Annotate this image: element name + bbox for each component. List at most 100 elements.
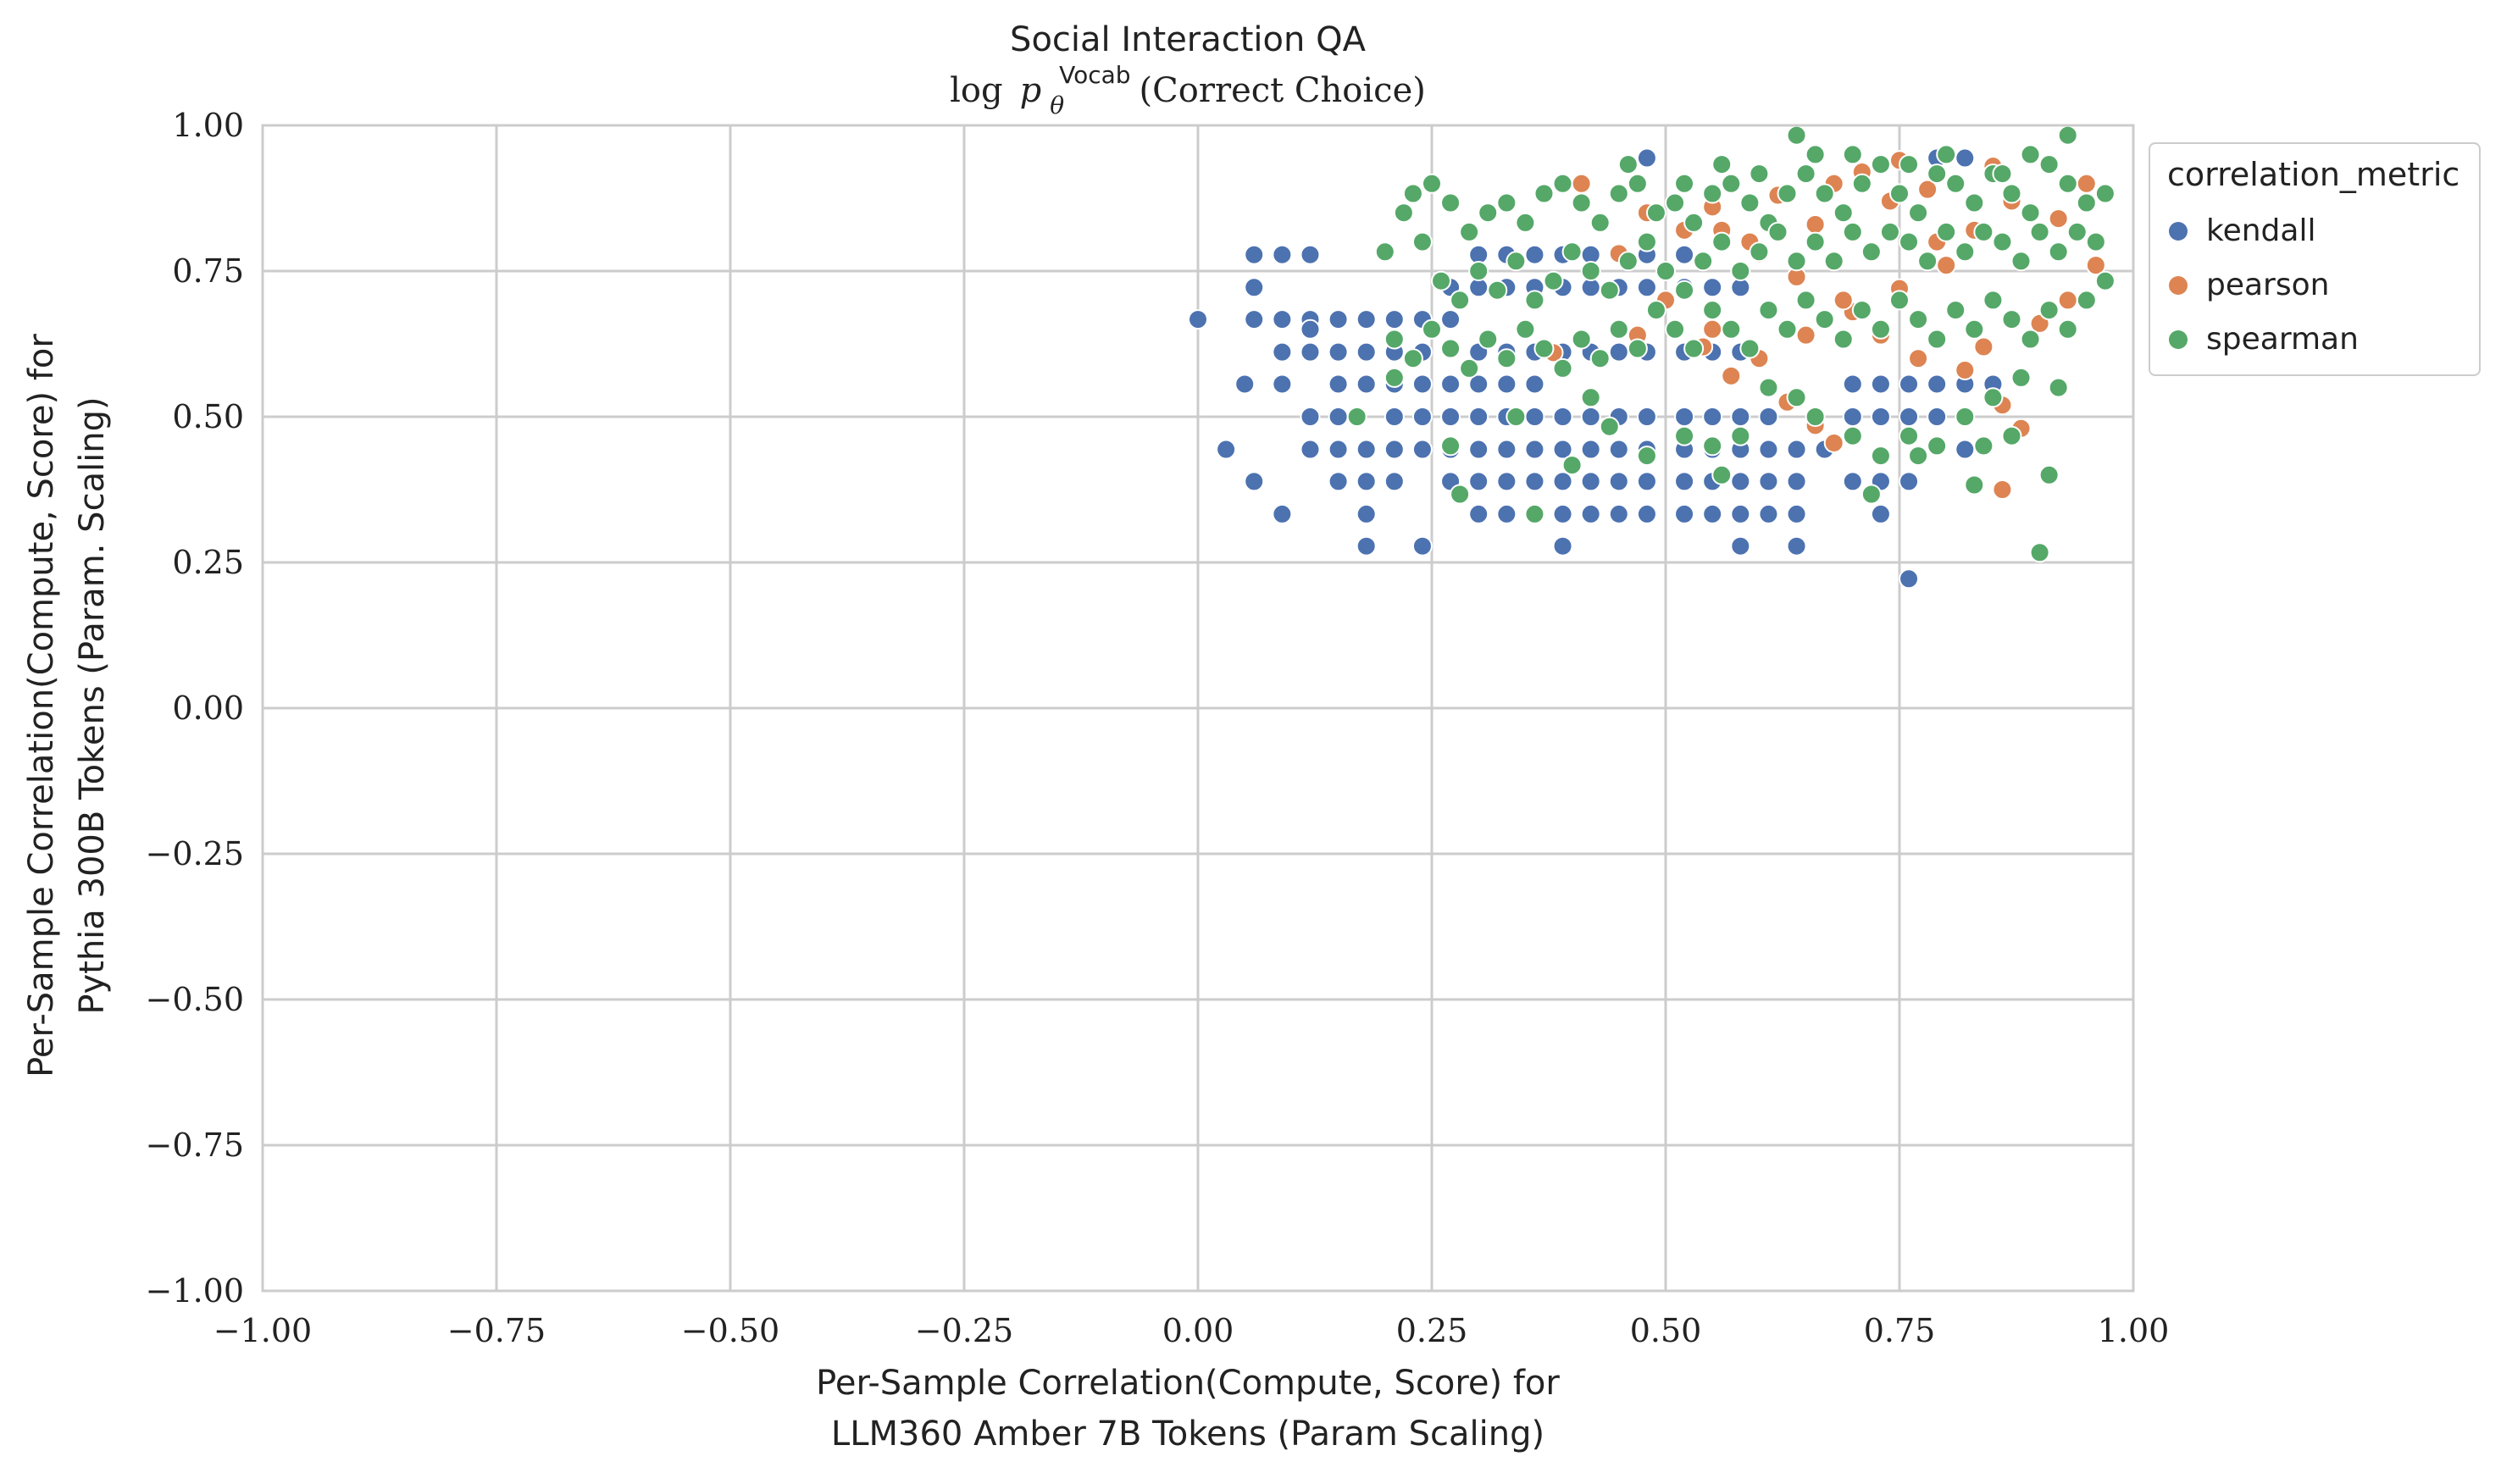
y-axis-label-line-2: Pythia 300B Tokens (Param. Scaling) (73, 396, 112, 1014)
point-spearman (1936, 144, 1957, 165)
point-kendall (1468, 471, 1489, 492)
point-kendall (1702, 503, 1723, 524)
point-spearman (1627, 338, 1648, 359)
point-spearman (1805, 407, 1826, 427)
point-spearman (1749, 241, 1770, 263)
point-spearman (1580, 261, 1601, 281)
point-kendall (1730, 535, 1751, 556)
point-spearman (1524, 290, 1545, 311)
legend: correlation_metric kendall pearson spear… (2149, 142, 2481, 376)
point-kendall (1411, 535, 1433, 556)
point-spearman (1927, 163, 1948, 185)
point-spearman (1842, 425, 1863, 446)
point-spearman (2038, 464, 2060, 485)
point-spearman (1973, 435, 1994, 457)
point-spearman (2001, 183, 2022, 204)
point-kendall (1524, 407, 1545, 427)
point-kendall (1496, 471, 1517, 492)
point-kendall (1899, 374, 1920, 395)
point-kendall (1580, 407, 1601, 427)
point-kendall (1244, 277, 1265, 298)
legend-marker-kendall (2169, 222, 2188, 241)
point-spearman (1402, 183, 1423, 204)
point-spearman (1777, 183, 1798, 204)
point-spearman (2020, 329, 2041, 350)
point-kendall (1328, 374, 1349, 395)
point-spearman (1450, 484, 1471, 505)
point-spearman (2076, 192, 2097, 213)
point-kendall (1870, 503, 1891, 524)
point-spearman (2038, 154, 2060, 175)
point-spearman (1674, 280, 1695, 301)
point-spearman (1411, 231, 1433, 252)
point-spearman (1496, 192, 1517, 213)
point-spearman (1982, 387, 2004, 408)
point-spearman (1739, 192, 1761, 213)
legend-label-spearman: spearman (2206, 322, 2359, 357)
point-spearman (1683, 338, 1705, 359)
point-kendall (1272, 244, 1293, 265)
x-tick-label: 0.00 (1162, 1312, 1234, 1349)
point-spearman (1515, 212, 1536, 233)
point-kendall (1356, 503, 1377, 524)
point-spearman (1814, 183, 1835, 204)
point-kendall (1300, 244, 1321, 265)
point-spearman (1945, 300, 1966, 321)
point-spearman (1533, 338, 1555, 359)
point-pearson (1823, 432, 1844, 453)
point-spearman (1440, 435, 1461, 457)
point-spearman (1627, 173, 1648, 194)
point-kendall (1411, 439, 1433, 460)
point-spearman (1702, 300, 1723, 321)
point-spearman (1346, 407, 1367, 427)
point-spearman (1908, 309, 1929, 330)
point-kendall (1188, 309, 1208, 330)
point-kendall (1244, 309, 1265, 330)
point-spearman (1422, 318, 1442, 340)
point-spearman (1506, 407, 1527, 427)
point-spearman (1589, 212, 1611, 233)
point-kendall (1674, 503, 1695, 524)
point-spearman (1440, 338, 1461, 359)
point-kendall (1899, 568, 1920, 590)
point-spearman (1422, 173, 1442, 194)
point-kendall (1899, 471, 1920, 492)
point-kendall (1328, 471, 1349, 492)
x-tick-label: 1.00 (2098, 1312, 2170, 1349)
point-spearman (2029, 221, 2050, 242)
chart-title: Social Interaction QA (1010, 20, 1367, 59)
point-spearman (1674, 425, 1695, 446)
point-spearman (1561, 455, 1583, 476)
point-kendall (1356, 341, 1377, 363)
legend-marker-spearman (2169, 330, 2188, 349)
point-kendall (1496, 439, 1517, 460)
point-spearman (1384, 329, 1405, 350)
point-spearman (1870, 446, 1891, 467)
y-tick-label: −0.25 (146, 835, 244, 872)
point-kendall (1384, 407, 1405, 427)
point-kendall (1244, 471, 1265, 492)
point-kendall (1524, 244, 1545, 265)
point-kendall (1636, 147, 1657, 169)
point-spearman (1917, 251, 1938, 272)
point-kendall (1440, 309, 1461, 330)
point-kendall (1730, 407, 1751, 427)
point-spearman (1860, 484, 1882, 505)
point-kendall (1356, 309, 1377, 330)
point-spearman (1786, 251, 1807, 272)
point-spearman (2057, 318, 2078, 340)
point-pearson (2057, 290, 2078, 311)
point-spearman (1702, 183, 1723, 204)
point-pearson (1795, 324, 1816, 346)
point-kendall (1842, 471, 1863, 492)
point-kendall (1608, 341, 1629, 363)
y-tick-label: 1.00 (172, 107, 244, 144)
point-spearman (1842, 144, 1863, 165)
point-spearman (1693, 251, 1714, 272)
point-spearman (1908, 446, 1929, 467)
point-kendall (1899, 407, 1920, 427)
point-spearman (1608, 183, 1629, 204)
point-spearman (1608, 318, 1629, 340)
point-pearson (2048, 208, 2069, 230)
